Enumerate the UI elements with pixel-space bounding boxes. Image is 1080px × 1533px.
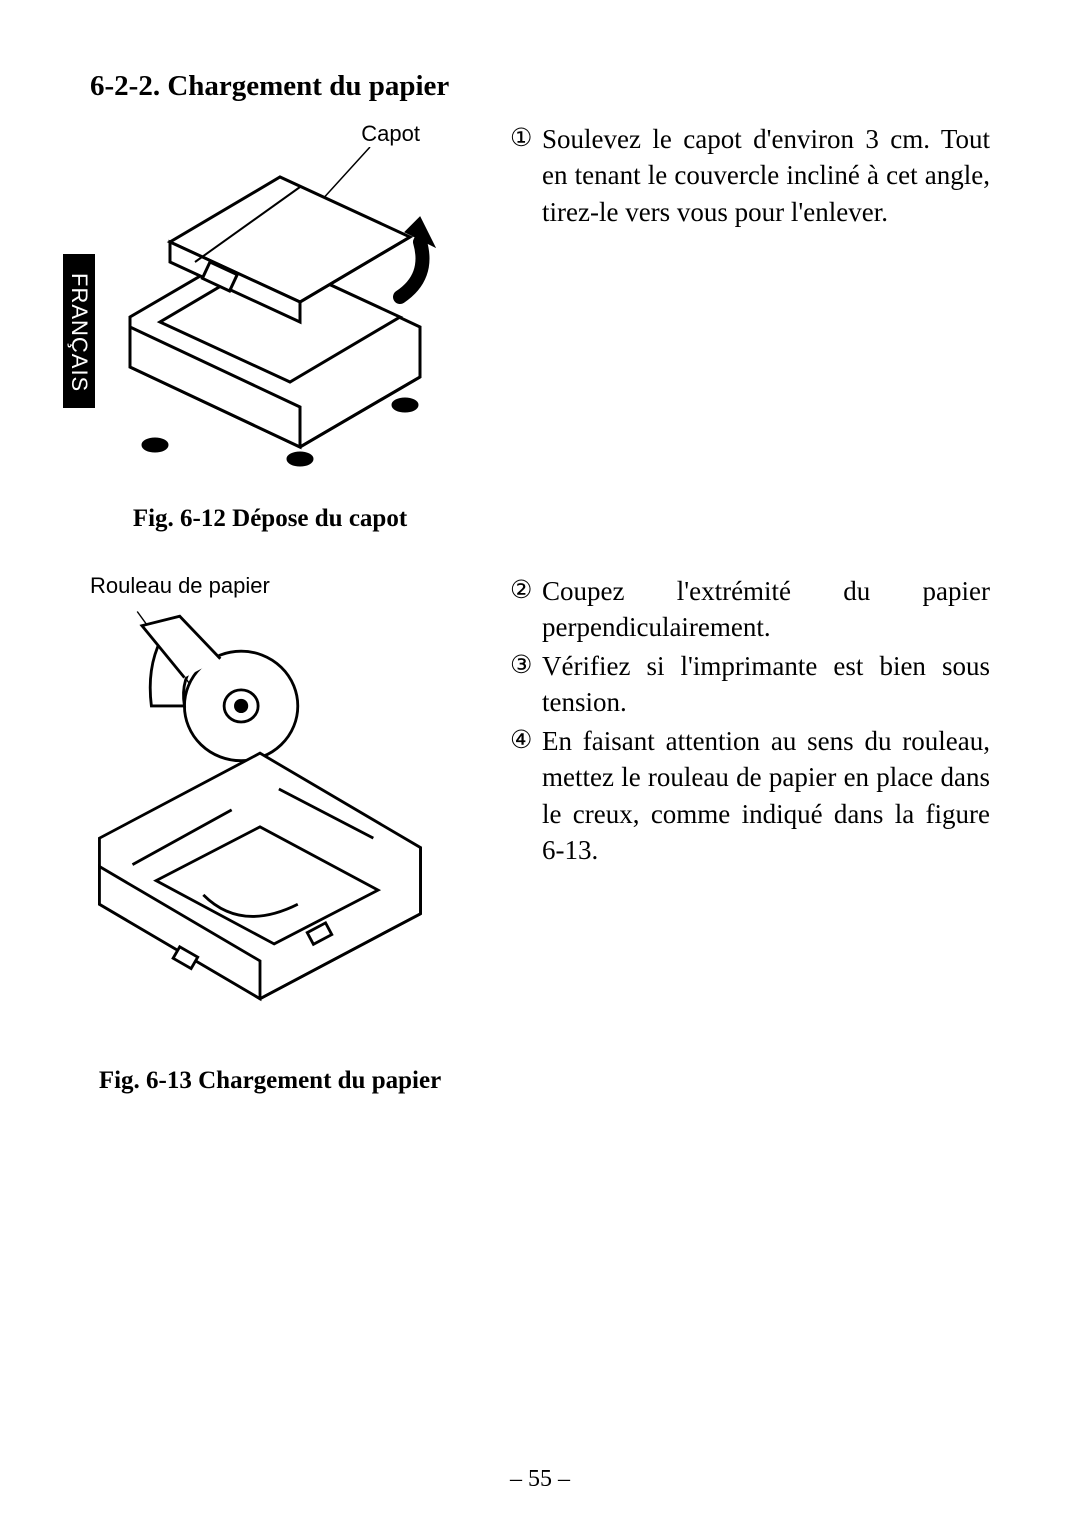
step-2-number: ② [510,573,542,609]
page-number: – 55 – [0,1466,1080,1493]
step-3-number: ③ [510,648,542,684]
step-4-text: En faisant attention au sens du rouleau,… [542,723,990,869]
figure-6-12-illustration [100,147,440,487]
figure-6-13-illustration [90,599,430,1049]
step-2-text: Coupez l'extrémité du papier perpendicul… [542,573,990,646]
fig2-label-rouleau: Rouleau de papier [90,573,270,599]
step-1-number: ① [510,121,542,157]
fig1-caption: Fig. 6-12 Dépose du capot [133,505,407,533]
fig2-caption: Fig. 6-13 Chargement du papier [99,1067,441,1095]
fig1-label-capot: Capot [361,121,420,146]
step-1-text: Soulevez le capot d'environ 3 cm. Tout e… [542,121,990,230]
step-3-text: Vérifiez si l'imprimante est bien sous t… [542,648,990,721]
section-title: 6-2-2. Chargement du papier [90,70,990,103]
step-4-number: ④ [510,723,542,759]
language-tab: FRANÇAIS [63,254,95,408]
